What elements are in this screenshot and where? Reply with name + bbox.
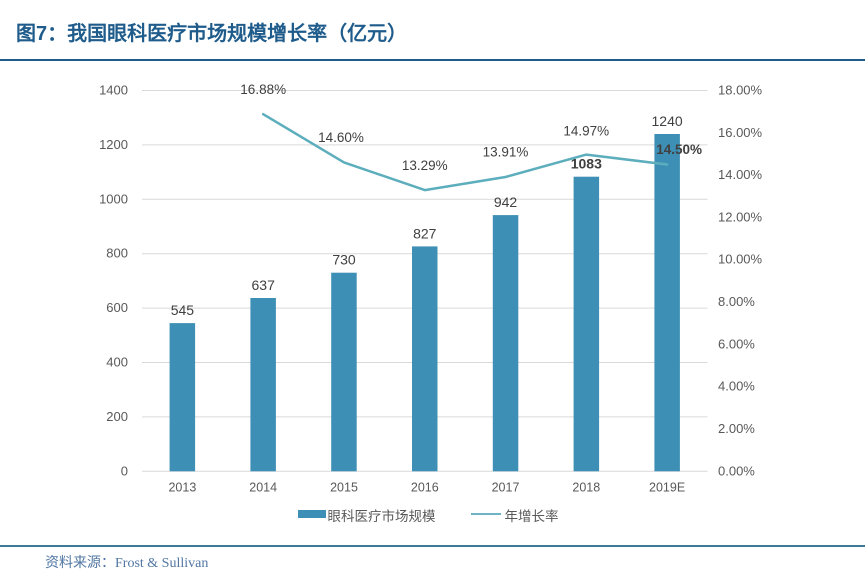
svg-text:16.00%: 16.00% (718, 125, 763, 140)
svg-text:2019E: 2019E (649, 480, 685, 494)
svg-text:200: 200 (106, 409, 128, 424)
svg-text:10.00%: 10.00% (718, 252, 763, 267)
svg-text:1200: 1200 (99, 137, 128, 152)
svg-text:0: 0 (121, 463, 128, 478)
svg-text:6.00%: 6.00% (718, 336, 755, 351)
svg-text:2017: 2017 (492, 480, 520, 494)
svg-text:545: 545 (171, 302, 195, 318)
svg-text:13.91%: 13.91% (483, 145, 529, 160)
svg-text:730: 730 (332, 252, 356, 268)
svg-text:827: 827 (413, 225, 437, 241)
svg-text:637: 637 (252, 277, 276, 293)
svg-text:2018: 2018 (572, 480, 600, 494)
svg-text:600: 600 (106, 300, 128, 315)
svg-text:18.00%: 18.00% (718, 83, 763, 98)
svg-text:14.00%: 14.00% (718, 167, 763, 182)
svg-text:14.60%: 14.60% (318, 130, 364, 145)
svg-text:2014: 2014 (249, 480, 277, 494)
svg-text:0.00%: 0.00% (718, 463, 755, 478)
svg-text:14.50%: 14.50% (656, 142, 702, 157)
svg-text:400: 400 (106, 355, 128, 370)
svg-text:2016: 2016 (411, 480, 439, 494)
svg-text:2.00%: 2.00% (718, 421, 755, 436)
svg-text:1000: 1000 (99, 191, 128, 206)
svg-text:2015: 2015 (330, 480, 358, 494)
svg-text:1400: 1400 (99, 83, 128, 98)
svg-text:12.00%: 12.00% (718, 209, 763, 224)
svg-text:13.29%: 13.29% (402, 158, 448, 173)
svg-text:4.00%: 4.00% (718, 379, 755, 394)
svg-text:14.97%: 14.97% (563, 124, 609, 139)
svg-text:16.88%: 16.88% (240, 82, 286, 97)
svg-text:942: 942 (494, 194, 518, 210)
svg-text:8.00%: 8.00% (718, 294, 755, 309)
svg-text:800: 800 (106, 246, 128, 261)
svg-text:2013: 2013 (168, 480, 196, 494)
svg-text:1240: 1240 (652, 113, 683, 129)
